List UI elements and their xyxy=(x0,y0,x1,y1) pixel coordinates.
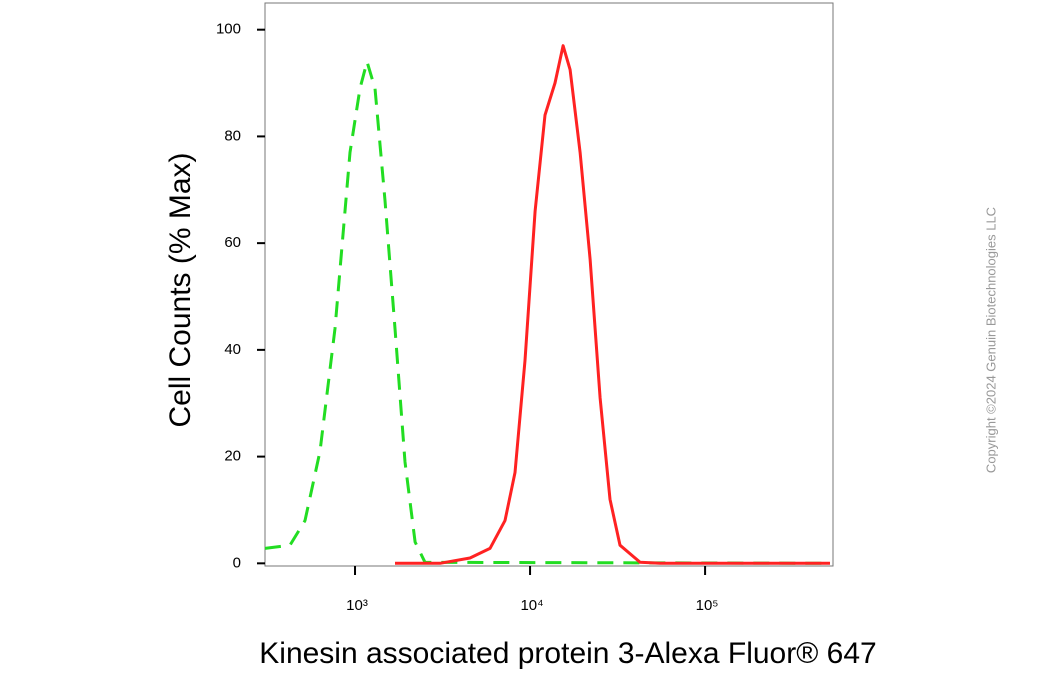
plot-frame xyxy=(264,2,834,567)
y-tick-label: 80 xyxy=(224,127,241,144)
series-line xyxy=(395,44,830,565)
y-tick-label: 100 xyxy=(216,21,241,38)
y-tick-label: 20 xyxy=(224,448,241,465)
x-axis-label: Kinesin associated protein 3-Alexa Fluor… xyxy=(259,637,876,670)
y-axis-label: Cell Counts (% Max) xyxy=(164,152,197,427)
copyright: Copyright ©2024 Genuin Biotechnologies L… xyxy=(983,207,998,473)
y-tick-label: 60 xyxy=(224,234,241,251)
series-line xyxy=(264,60,831,565)
x-tick-label: 10⁴ xyxy=(520,597,543,614)
y-tick-label: 0 xyxy=(233,554,241,571)
y-tick-label: 40 xyxy=(224,341,241,358)
x-tick-label: 10³ xyxy=(346,597,368,614)
x-tick-label: 10⁵ xyxy=(696,597,719,614)
